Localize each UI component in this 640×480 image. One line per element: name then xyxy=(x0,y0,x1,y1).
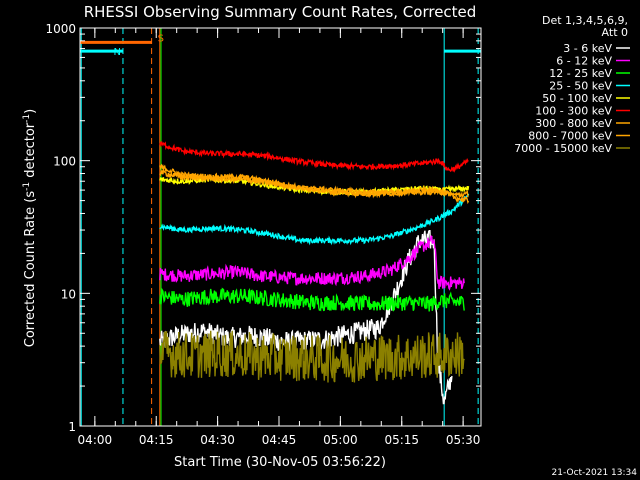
x-tick-label-0: 04:00 xyxy=(78,433,113,447)
x-tick-label-5: 05:15 xyxy=(384,433,419,447)
y-tick-label-1: 10 xyxy=(61,287,76,301)
legend-label-5: 100 - 300 keV xyxy=(535,105,612,118)
legend-label-3: 25 - 50 keV xyxy=(549,80,612,93)
legend-header-0: Det 1,3,4,5,6,9, xyxy=(542,14,628,27)
y-axis-label-end: ) xyxy=(23,109,38,114)
legend-label-4: 50 - 100 keV xyxy=(542,92,612,105)
series-line-2 xyxy=(159,287,465,312)
y-axis-label-mid: detector xyxy=(23,122,38,182)
x-tick-label-6: 05:30 xyxy=(446,433,481,447)
legend-label-7: 800 - 7000 keV xyxy=(528,130,612,143)
legend-label-0: 3 - 6 keV xyxy=(563,42,612,55)
legend-label-6: 300 - 800 keV xyxy=(535,117,612,130)
state-label-S: S xyxy=(158,33,164,44)
series-line-3 xyxy=(159,193,470,246)
legend-label-2: 12 - 25 keV xyxy=(549,67,612,80)
axes: 1 10 100 1000 04:00 04:15 04:30 04:45 05:00 05:15… xyxy=(45,22,481,447)
y-tick-label-3: 1000 xyxy=(45,22,76,36)
series-line-7 xyxy=(159,168,469,199)
chart-title: RHESSI Observing Summary Count Rates, Co… xyxy=(84,3,477,21)
y-tick-label-0: 1 xyxy=(68,420,76,434)
series-line-5 xyxy=(159,141,469,173)
series-line-1 xyxy=(159,235,465,291)
y-tick-label-2: 100 xyxy=(53,155,76,169)
y-axis-label-sup1: -1 xyxy=(22,182,32,191)
plot-frame xyxy=(79,27,482,427)
x-tick-label-3: 04:45 xyxy=(262,433,297,447)
plot-lines: NS xyxy=(80,28,481,426)
x-axis-label: Start Time (30-Nov-05 03:56:22) xyxy=(174,455,386,470)
series-line-8 xyxy=(159,330,465,383)
y-axis-label-main: Corrected Count Rate (s xyxy=(23,191,38,348)
y-axis-label: Corrected Count Rate (s-1 detector-1) xyxy=(22,109,38,347)
legend-header-1: Att 0 xyxy=(602,26,628,39)
state-label-N: N xyxy=(113,47,120,58)
footer-date: 21-Oct-2021 13:34 xyxy=(552,468,638,478)
legend-label-1: 6 - 12 keV xyxy=(556,55,612,68)
x-tick-label-1: 04:15 xyxy=(139,433,174,447)
y-axis-label-sup2: -1 xyxy=(22,114,32,123)
legend-label-8: 7000 - 15000 keV xyxy=(514,142,612,155)
x-tick-label-4: 05:00 xyxy=(323,433,358,447)
x-tick-label-2: 04:30 xyxy=(200,433,235,447)
